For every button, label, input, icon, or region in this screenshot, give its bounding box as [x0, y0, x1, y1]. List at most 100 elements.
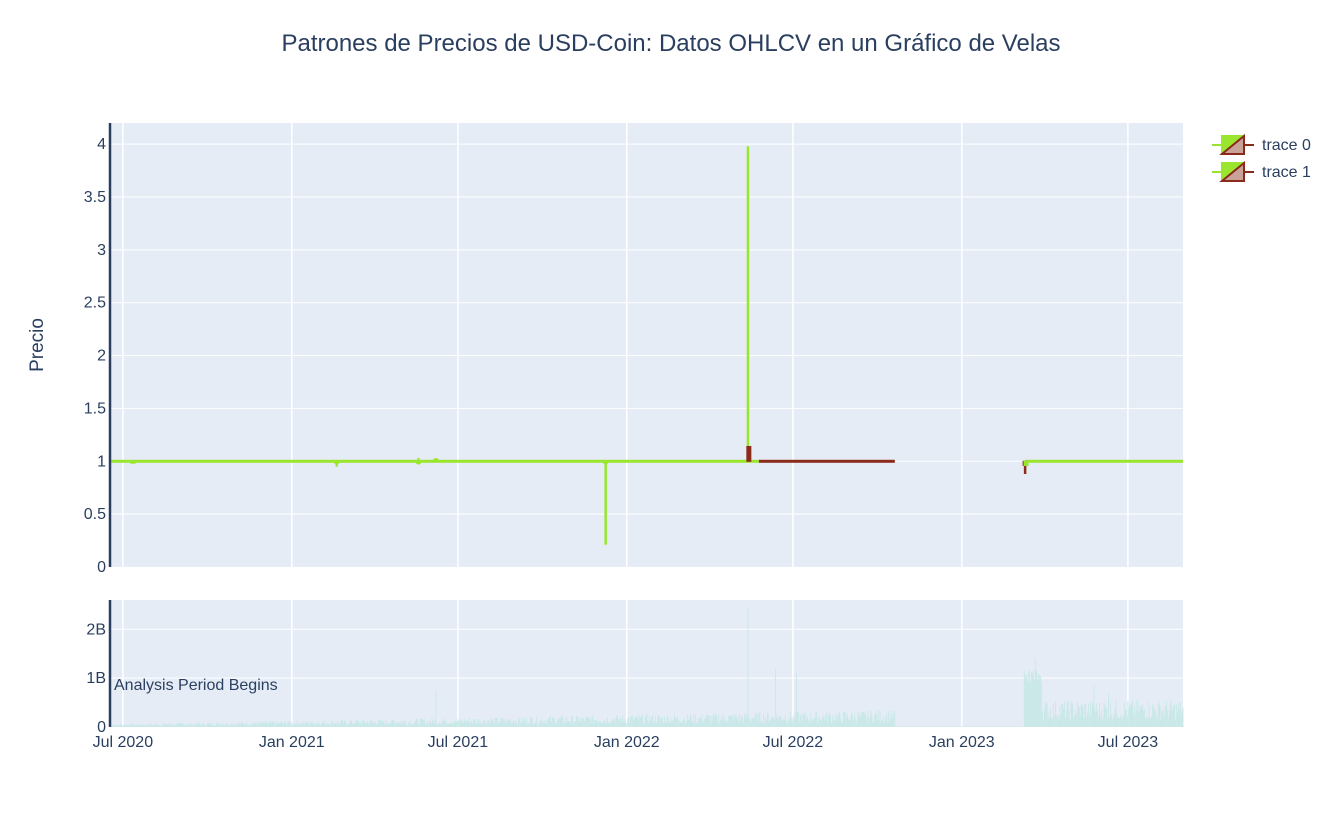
volume-bar — [1147, 719, 1149, 727]
volume-bar — [267, 723, 269, 727]
volume-bar — [1180, 715, 1182, 727]
volume-bar — [881, 719, 883, 727]
volume-plot-area[interactable] — [110, 600, 1183, 727]
volume-bar — [480, 721, 482, 727]
volume-bar — [1027, 682, 1029, 727]
volume-bar — [517, 724, 518, 727]
volume-bar — [655, 722, 657, 727]
volume-bar — [534, 722, 536, 727]
volume-bar — [1150, 717, 1152, 727]
volume-bar — [1118, 716, 1120, 727]
volume-bar — [450, 722, 451, 727]
legend-item-trace-1[interactable]: trace 1 — [1212, 160, 1311, 182]
volume-bar — [264, 721, 266, 727]
volume-bar — [466, 721, 468, 727]
volume-bar — [176, 723, 178, 727]
volume-bar — [194, 723, 195, 727]
volume-bar — [122, 724, 124, 727]
volume-bar — [351, 723, 353, 727]
volume-bar — [369, 722, 371, 727]
volume-bar — [625, 723, 627, 727]
volume-bar — [538, 724, 540, 727]
volume-bar — [607, 717, 608, 727]
volume-bar — [745, 718, 747, 727]
volume-bar — [138, 725, 139, 727]
volume-bar — [801, 722, 803, 727]
volume-bar — [1179, 701, 1181, 727]
volume-bar — [1098, 717, 1099, 727]
volume-bar — [314, 724, 316, 727]
volume-bar — [1175, 719, 1177, 727]
volume-bar — [219, 723, 221, 727]
volume-bar — [646, 714, 648, 727]
volume-bar — [589, 718, 591, 727]
volume-bar — [241, 722, 243, 727]
volume-bar — [598, 721, 600, 727]
volume-bar — [465, 720, 467, 727]
volume-bar — [727, 720, 729, 727]
volume-bar — [1051, 717, 1053, 727]
volume-bar — [700, 719, 702, 727]
price-plot-area[interactable] — [110, 123, 1183, 567]
volume-bar — [486, 720, 488, 727]
x-tick-label: Jul 2022 — [763, 734, 824, 751]
volume-bar — [642, 723, 644, 727]
volume-bar — [836, 713, 838, 727]
volume-bar — [702, 721, 704, 727]
volume-bar — [749, 720, 751, 727]
volume-bar — [434, 720, 436, 727]
volume-bar — [127, 725, 129, 727]
volume-bar — [332, 725, 334, 727]
volume-bar — [585, 717, 587, 727]
volume-bar — [794, 719, 796, 727]
volume-bar — [817, 722, 819, 727]
volume-bar — [1040, 676, 1042, 727]
volume-bar — [1171, 707, 1173, 727]
volume-bar — [843, 712, 845, 727]
volume-bar — [269, 721, 271, 727]
volume-bar — [618, 720, 619, 727]
volume-bar — [584, 721, 585, 727]
volume-bar — [345, 722, 347, 727]
volume-bar — [612, 720, 614, 727]
volume-bar — [139, 723, 141, 727]
legend-item-trace-0[interactable]: trace 0 — [1212, 133, 1311, 155]
volume-bar — [841, 722, 842, 727]
volume-bar — [635, 716, 637, 727]
volume-bar — [1112, 713, 1114, 727]
volume-bar — [853, 713, 855, 727]
volume-bar — [617, 715, 618, 727]
volume-bar — [1143, 710, 1144, 727]
volume-bar — [408, 721, 410, 727]
volume-bar — [1100, 710, 1102, 727]
volume-bar — [366, 721, 368, 727]
volume-bar — [1060, 714, 1062, 727]
volume-bar — [497, 722, 499, 727]
volume-bar — [542, 722, 544, 727]
volume-bar — [310, 723, 312, 727]
volume-bar — [610, 723, 612, 727]
volume-bar — [588, 717, 590, 727]
volume-bar — [261, 723, 262, 727]
volume-bar — [166, 724, 168, 727]
volume-bar — [698, 717, 700, 727]
volume-bar — [1144, 718, 1146, 727]
legend[interactable]: trace 0 trace 1 — [1212, 133, 1311, 182]
volume-bar — [1093, 685, 1095, 727]
volume-bar — [891, 709, 893, 727]
volume-bar — [373, 721, 375, 727]
volume-bar — [481, 722, 483, 727]
volume-bar — [1078, 707, 1080, 727]
volume-bar — [821, 717, 823, 727]
volume-bar — [662, 717, 663, 727]
volume-bar — [292, 724, 294, 727]
volume-bar — [389, 722, 391, 727]
volume-bar — [230, 723, 232, 727]
volume-bar — [1128, 708, 1130, 727]
volume-bar — [196, 722, 198, 727]
volume-bar — [1123, 702, 1125, 727]
volume-bar — [1105, 705, 1107, 727]
volume-bar — [789, 711, 791, 727]
volume-bar — [605, 720, 607, 727]
volume-bar — [243, 724, 245, 727]
